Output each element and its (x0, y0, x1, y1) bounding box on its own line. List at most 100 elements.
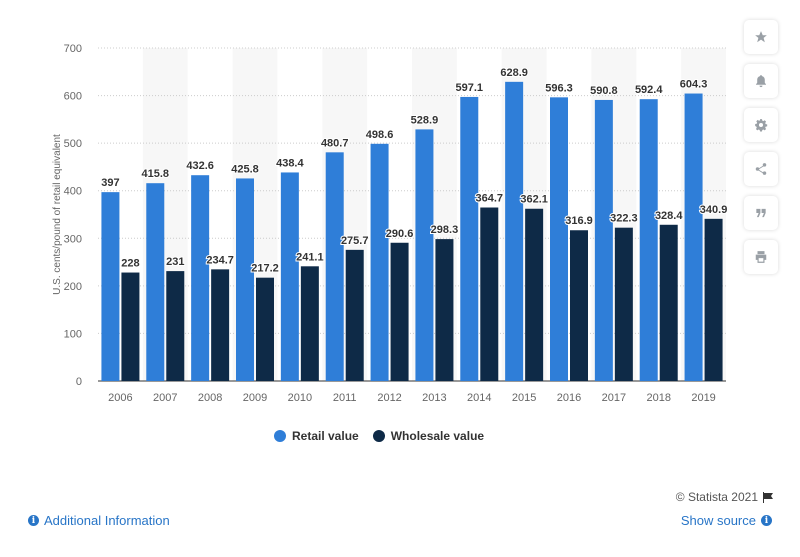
y-tick-label: 200 (64, 281, 82, 293)
data-label: 234.7 (206, 254, 234, 266)
credit-text: © Statista 2021 (675, 490, 758, 504)
bar-retail-value (370, 143, 389, 381)
bar-wholesale-value (570, 230, 588, 381)
y-tick-label: 400 (64, 186, 82, 198)
x-tick-label: 2019 (691, 392, 715, 404)
bar-retail-value (415, 129, 434, 381)
flag-icon (763, 491, 773, 503)
data-label: 290.6 (386, 228, 414, 240)
x-tick-label: 2009 (243, 392, 267, 404)
legend-swatch-retail (274, 430, 286, 442)
cite-button[interactable] (744, 196, 778, 230)
print-button[interactable] (744, 240, 778, 274)
bar-wholesale-value (435, 239, 454, 381)
y-tick-label: 500 (64, 138, 82, 150)
bar-retail-value (191, 175, 210, 381)
data-label: 415.8 (142, 168, 170, 180)
data-label: 364.7 (476, 193, 504, 205)
additional-information-label: Additional Information (44, 513, 170, 528)
x-tick-label: 2016 (557, 392, 581, 404)
legend-item-wholesale[interactable]: Wholesale value (372, 429, 485, 443)
bar-wholesale-value (345, 249, 364, 381)
notification-button[interactable] (744, 64, 778, 98)
data-label: 528.9 (411, 114, 439, 126)
data-label: 596.3 (545, 82, 573, 94)
data-label: 592.4 (635, 84, 663, 96)
gear-icon (755, 119, 768, 132)
x-tick-label: 2014 (467, 392, 491, 404)
x-tick-label: 2013 (422, 392, 446, 404)
data-label: 597.1 (456, 82, 484, 94)
data-label: 228 (121, 258, 139, 270)
share-icon (755, 163, 767, 175)
data-label: 590.8 (590, 85, 618, 97)
y-tick-label: 100 (64, 328, 82, 340)
bar-wholesale-value (659, 224, 678, 381)
data-label: 340.9 (700, 204, 728, 216)
legend-label-wholesale: Wholesale value (390, 429, 485, 443)
legend: Retail value Wholesale value (274, 429, 484, 443)
data-label: 397 (101, 177, 119, 189)
y-tick-label: 600 (64, 91, 82, 103)
bar-retail-value (101, 192, 120, 381)
bar-retail-value (325, 152, 344, 381)
data-label: 480.7 (321, 137, 349, 149)
data-label: 241.1 (296, 251, 324, 263)
show-source-link[interactable]: Show source i (681, 513, 772, 528)
data-label: 231 (166, 256, 184, 268)
bar-wholesale-value (166, 271, 185, 381)
y-tick-label: 0 (76, 376, 82, 388)
print-icon (755, 251, 767, 263)
favorite-button[interactable] (744, 20, 778, 54)
info-icon: i (761, 515, 772, 526)
y-tick-label: 300 (64, 233, 82, 245)
data-label: 438.4 (276, 157, 304, 169)
side-toolbar (744, 20, 780, 274)
legend-swatch-wholesale (372, 430, 385, 442)
bar-wholesale-value (256, 277, 274, 381)
bar-retail-value (460, 96, 479, 382)
data-label: 432.6 (186, 160, 214, 172)
info-icon: i (28, 515, 39, 526)
statista-credit: © Statista 2021 (676, 490, 774, 504)
x-tick-label: 2010 (288, 392, 312, 404)
x-tick-label: 2017 (602, 392, 626, 404)
x-tick-label: 2007 (153, 392, 177, 404)
share-button[interactable] (744, 152, 778, 186)
bar-retail-value (594, 99, 613, 381)
data-label: 322.3 (610, 213, 638, 225)
legend-label-retail: Retail value (292, 429, 359, 443)
quote-icon (756, 208, 766, 218)
bar-retail-value (550, 97, 568, 381)
x-tick-label: 2011 (333, 392, 357, 404)
data-label: 316.9 (565, 215, 593, 227)
bar-wholesale-value (300, 266, 319, 381)
data-label: 628.9 (500, 67, 528, 79)
legend-item-retail[interactable]: Retail value (274, 429, 359, 443)
star-icon (755, 31, 767, 43)
bar-retail-value (146, 183, 165, 381)
data-label: 604.3 (680, 79, 708, 91)
bar-wholesale-value (121, 272, 140, 381)
additional-information-link[interactable]: i Additional Information (28, 513, 170, 528)
y-axis-title: U.S. cents/pound of retail equivalent (52, 134, 63, 295)
bar-wholesale-value (614, 227, 633, 381)
bar-retail-value (639, 99, 658, 381)
settings-button[interactable] (744, 108, 778, 142)
show-source-label: Show source (680, 513, 756, 528)
bar-retail-value (236, 178, 254, 381)
x-tick-label: 2012 (377, 392, 401, 404)
bar-retail-value (280, 172, 299, 381)
bar-wholesale-value (390, 242, 409, 381)
bar-wholesale-value (704, 218, 723, 381)
bar-retail-value (684, 93, 703, 382)
data-label: 425.8 (231, 163, 259, 175)
data-label: 362.1 (520, 194, 548, 206)
bell-icon (756, 75, 766, 88)
data-label: 217.2 (251, 263, 279, 275)
data-label: 298.3 (431, 224, 459, 236)
x-tick-label: 2008 (198, 392, 222, 404)
bar-wholesale-value (211, 269, 230, 381)
